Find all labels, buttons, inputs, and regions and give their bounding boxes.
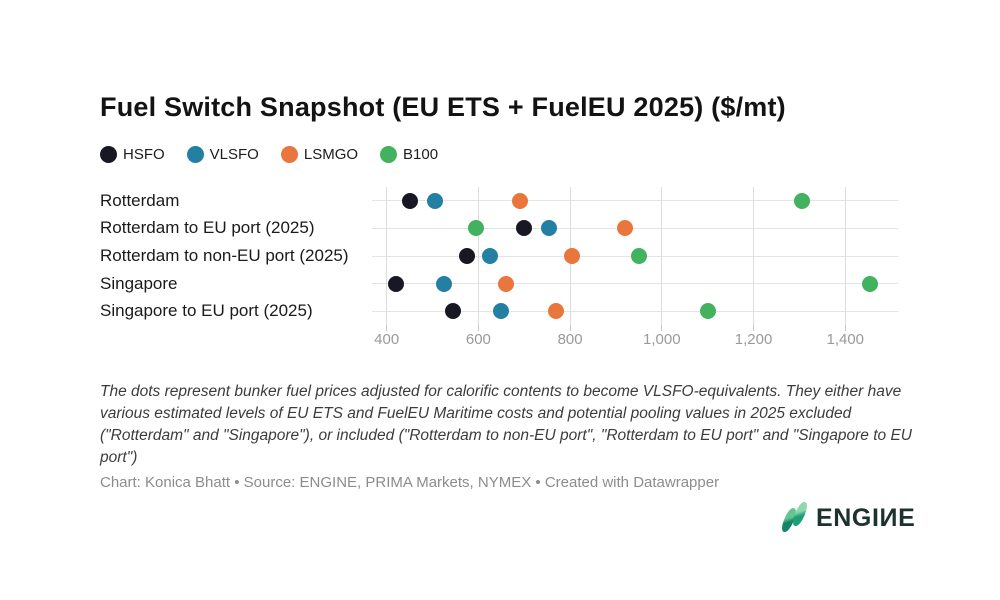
category-label-rotterdam-to-non-eu-port-2025-: Rotterdam to non-EU port (2025) bbox=[100, 246, 349, 265]
engine-logo-text: ENGIИE bbox=[816, 503, 916, 532]
legend-dot-hsfo bbox=[100, 146, 117, 163]
dot-b100-row4[interactable] bbox=[862, 275, 879, 292]
x-tick-400 bbox=[386, 325, 388, 331]
dot-b100-row3[interactable] bbox=[630, 248, 647, 264]
dot-lsmgo-row2[interactable] bbox=[617, 220, 634, 237]
engine-leaf-icon bbox=[779, 501, 810, 534]
legend-item-vlsfo: VLSFO bbox=[186, 146, 259, 163]
x-axis-label-600: 600 bbox=[465, 331, 491, 348]
x-axis-label-400: 400 bbox=[374, 331, 400, 348]
x-tick-800 bbox=[569, 325, 571, 331]
dot-b100-row1[interactable] bbox=[793, 192, 810, 209]
plot-area bbox=[372, 187, 898, 331]
legend-label: LSMGO bbox=[303, 146, 359, 163]
x-tick-600 bbox=[477, 325, 479, 331]
dot-b100-row5[interactable] bbox=[699, 303, 716, 320]
category-label-rotterdam-to-eu-port-2025-: Rotterdam to EU port (2025) bbox=[100, 218, 315, 238]
engine-logo: ENGIИE bbox=[779, 501, 916, 534]
x-gridline-400 bbox=[386, 187, 388, 325]
row-gridline bbox=[372, 227, 898, 229]
legend-label: HSFO bbox=[123, 146, 165, 163]
legend-dot-b100 bbox=[380, 146, 398, 163]
dot-vlsfo-row5[interactable] bbox=[493, 303, 510, 320]
dot-vlsfo-row2[interactable] bbox=[541, 220, 558, 237]
dot-lsmgo-row1[interactable] bbox=[511, 192, 528, 209]
x-tick-1000 bbox=[661, 325, 663, 331]
row-gridline bbox=[372, 283, 898, 285]
x-gridline-600 bbox=[477, 187, 479, 325]
x-axis-label-800: 800 bbox=[557, 331, 583, 348]
chart-footnote: The dots represent bunker fuel prices ad… bbox=[100, 383, 912, 467]
dot-vlsfo-row1[interactable] bbox=[426, 192, 443, 209]
x-gridline-1200 bbox=[753, 187, 755, 325]
legend-item-lsmgo: LSMGO bbox=[280, 146, 359, 163]
chart-title: Fuel Switch Snapshot (EU ETS + FuelEU 20… bbox=[100, 92, 786, 122]
category-label-singapore: Singapore bbox=[100, 273, 178, 293]
dot-hsfo-row3[interactable] bbox=[458, 248, 475, 264]
x-gridline-1000 bbox=[661, 187, 663, 325]
x-axis-label-1400: 1,400 bbox=[826, 331, 865, 348]
row-gridline bbox=[372, 200, 898, 202]
x-axis-label-1200: 1,200 bbox=[734, 331, 773, 348]
row-gridline bbox=[372, 310, 898, 312]
x-tick-1200 bbox=[753, 325, 755, 331]
dot-vlsfo-row4[interactable] bbox=[435, 275, 452, 292]
dot-lsmgo-row4[interactable] bbox=[497, 275, 514, 292]
dot-hsfo-row4[interactable] bbox=[387, 275, 404, 292]
x-gridline-1400 bbox=[844, 187, 846, 325]
category-label-singapore-to-eu-port-2025-: Singapore to EU port (2025) bbox=[100, 301, 313, 321]
dot-lsmgo-row3[interactable] bbox=[564, 248, 581, 264]
legend-item-hsfo: HSFO bbox=[100, 146, 165, 163]
dot-hsfo-row5[interactable] bbox=[445, 303, 462, 320]
legend-label: B100 bbox=[403, 146, 439, 163]
dot-hsfo-row2[interactable] bbox=[516, 220, 533, 237]
dot-hsfo-row1[interactable] bbox=[401, 192, 418, 209]
legend-item-b100: B100 bbox=[380, 146, 438, 163]
x-axis-label-1000: 1,000 bbox=[643, 331, 681, 348]
legend-dot-lsmgo bbox=[280, 146, 298, 163]
dot-vlsfo-row3[interactable] bbox=[481, 248, 498, 264]
dot-b100-row2[interactable] bbox=[468, 220, 485, 237]
category-label-rotterdam: Rotterdam bbox=[100, 190, 180, 210]
legend: HSFO VLSFO LSMGO B100 bbox=[100, 146, 438, 163]
x-tick-1400 bbox=[844, 325, 846, 331]
chart-credits: Chart: Konica Bhatt • Source: ENGINE, PR… bbox=[100, 474, 720, 491]
legend-dot-vlsfo bbox=[186, 146, 204, 163]
dot-lsmgo-row5[interactable] bbox=[548, 303, 565, 320]
legend-label: VLSFO bbox=[209, 146, 259, 163]
